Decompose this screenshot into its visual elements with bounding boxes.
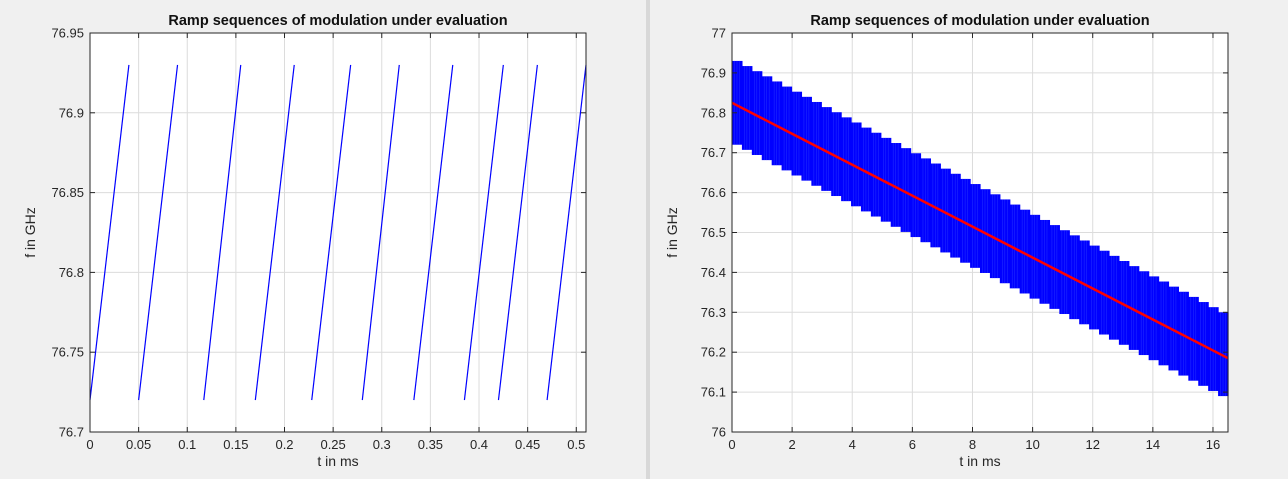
ramp-block xyxy=(1218,312,1229,397)
x-tick-label: 0 xyxy=(86,437,93,452)
ramp-block xyxy=(1188,296,1199,381)
right-chart: 0 2 4 6 8 10 12 14 16 76 76.1 76.2 76.3 76.4 76.5 76.6 7… xyxy=(664,13,1229,469)
x-tick-label: 0.3 xyxy=(373,437,391,452)
ramp-line xyxy=(203,64,242,401)
x-tick-label: 4 xyxy=(849,437,856,452)
ramp-block xyxy=(1158,281,1170,366)
x-tick-label: 0.5 xyxy=(567,437,585,452)
x-tick-label: 6 xyxy=(909,437,916,452)
ramp-block xyxy=(1009,204,1021,289)
x-tick-label: 0.1 xyxy=(178,437,196,452)
ramp-line xyxy=(254,64,295,401)
y-tick-label: 76.6 xyxy=(701,185,726,200)
y-tick-label: 76.7 xyxy=(701,145,726,160)
y-tick-label: 76.3 xyxy=(701,305,726,320)
ramp-series xyxy=(89,64,587,401)
ramp-line xyxy=(311,64,352,401)
y-tick-label: 76.4 xyxy=(701,265,726,280)
center-frequency-line xyxy=(731,101,1229,360)
chart-title: Ramp sequences of modulation under evalu… xyxy=(810,13,1149,29)
x-tick-label: 0.4 xyxy=(470,437,488,452)
ramp-line xyxy=(138,64,179,401)
x-axis-label: t in ms xyxy=(959,453,1000,469)
ramp-block xyxy=(821,107,832,191)
x-tick-label: 12 xyxy=(1085,437,1099,452)
y-tick-label: 76.8 xyxy=(59,265,84,280)
x-tick-label: 14 xyxy=(1146,437,1160,452)
y-tick-label: 76 xyxy=(712,425,726,440)
x-tick-label: 10 xyxy=(1025,437,1039,452)
y-tick-label: 77 xyxy=(712,26,726,41)
ramp-block xyxy=(989,194,1001,279)
panel-divider xyxy=(646,0,650,479)
ramp-block xyxy=(1069,235,1080,320)
ramp-line xyxy=(497,64,538,401)
chart-title: Ramp sequences of modulation under evalu… xyxy=(168,13,507,29)
left-chart: 0 0.05 0.1 0.15 0.2 0.25 0.3 0.35 0.4 0.45 0.5 76.7… xyxy=(22,13,587,469)
ramp-block xyxy=(980,189,991,273)
ramp-block xyxy=(791,91,803,176)
ramp-block xyxy=(1148,276,1160,361)
y-tick-label: 76.9 xyxy=(701,65,726,80)
ramp-line xyxy=(546,64,587,401)
ramp-band-series xyxy=(732,60,1229,397)
tick-marks xyxy=(89,32,586,433)
ramp-line xyxy=(361,64,400,401)
ramp-block xyxy=(1089,245,1100,330)
ramp-block xyxy=(771,81,783,166)
right-panel: 0 2 4 6 8 10 12 14 16 76 76.1 76.2 76.3 76.4 76.5 76.6 7… xyxy=(650,0,1288,479)
ramp-block xyxy=(1039,219,1051,304)
x-tick-label: 16 xyxy=(1206,437,1220,452)
y-tick-label: 76.5 xyxy=(701,225,726,240)
axes-box xyxy=(89,32,587,433)
x-tick-label: 8 xyxy=(969,437,976,452)
x-tick-label: 0.25 xyxy=(320,437,345,452)
ramp-block xyxy=(900,148,912,232)
x-tick-label: 0.05 xyxy=(126,437,151,452)
ramp-block xyxy=(732,60,743,145)
x-tick-label: 0.35 xyxy=(418,437,443,452)
y-tick-label: 76.75 xyxy=(51,345,84,360)
ramp-line xyxy=(89,64,130,401)
x-tick-label: 0.45 xyxy=(515,437,540,452)
ramp-block xyxy=(801,96,812,181)
y-tick-label: 76.8 xyxy=(701,105,726,120)
ramp-block xyxy=(930,163,941,248)
ramp-line xyxy=(413,64,454,401)
y-tick-label: 76.95 xyxy=(51,26,84,41)
ramp-block xyxy=(761,76,773,161)
ramp-line xyxy=(463,64,504,401)
y-axis-label: f in GHz xyxy=(22,207,38,258)
y-tick-label: 76.7 xyxy=(59,425,84,440)
ramp-block xyxy=(1118,261,1130,345)
ramp-block xyxy=(960,178,971,263)
x-tick-label: 0 xyxy=(728,437,735,452)
y-tick-label: 76.9 xyxy=(59,105,84,120)
ramp-block xyxy=(1099,250,1110,335)
ramp-block xyxy=(870,132,882,217)
x-tick-label: 0.15 xyxy=(223,437,248,452)
x-axis-label: t in ms xyxy=(317,453,358,469)
x-tick-label: 2 xyxy=(789,437,796,452)
y-tick-label: 76.2 xyxy=(701,345,726,360)
y-tick-label: 76.85 xyxy=(51,185,84,200)
ramp-block xyxy=(1178,291,1189,376)
plot-area xyxy=(90,33,586,432)
ramp-block xyxy=(1128,266,1140,350)
y-axis-label: f in GHz xyxy=(664,207,680,258)
y-tick-label: 76.1 xyxy=(701,385,726,400)
x-tick-label: 0.2 xyxy=(275,437,293,452)
tick-marks xyxy=(731,32,1228,433)
left-panel: 0 0.05 0.1 0.15 0.2 0.25 0.3 0.35 0.4 0.45 0.5 76.7… xyxy=(0,0,646,479)
